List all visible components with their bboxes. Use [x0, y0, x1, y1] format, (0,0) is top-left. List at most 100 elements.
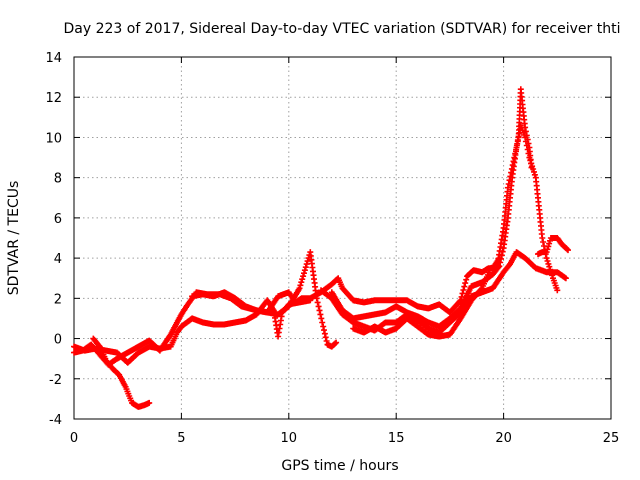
data-point: [406, 311, 408, 314]
x-axis-label: GPS time / hours: [281, 458, 398, 474]
data-point: [395, 299, 398, 302]
data-point: [511, 176, 513, 179]
data-point: [202, 321, 204, 324]
x-tick-label: 5: [177, 431, 185, 446]
data-point: [294, 301, 297, 304]
data-point: [530, 166, 533, 169]
data-point: [363, 331, 365, 334]
data-point: [384, 331, 387, 334]
data-point: [416, 319, 419, 322]
x-tick-labels: 0 5 10 15 20 25: [70, 431, 619, 446]
data-point: [459, 317, 462, 320]
data-point: [131, 402, 133, 404]
data-point: [449, 311, 451, 314]
data-point: [90, 343, 92, 346]
data-point: [384, 311, 387, 314]
data-point: [524, 257, 526, 259]
data-point: [406, 299, 408, 302]
data-point: [363, 301, 365, 304]
data-point: [502, 271, 505, 274]
data-point: [137, 345, 140, 348]
data-point: [277, 295, 279, 298]
data-point: [309, 251, 312, 253]
data-point: [565, 277, 567, 280]
data-point: [373, 329, 376, 332]
data-point: [298, 287, 301, 290]
data-point: [331, 291, 333, 294]
data-point: [524, 136, 526, 139]
data-point: [470, 299, 473, 302]
data-point: [335, 341, 337, 344]
y-tick-label: 2: [54, 292, 62, 307]
data-point: [144, 404, 146, 406]
data-point: [545, 257, 548, 259]
x-tick-label: 0: [70, 431, 78, 446]
data-series: [71, 86, 571, 410]
y-tick-label: -4: [49, 413, 62, 428]
data-point: [373, 299, 376, 302]
data-point: [126, 351, 129, 354]
data-point: [234, 297, 236, 300]
series-2: [90, 335, 153, 410]
data-point: [73, 345, 75, 348]
data-point: [373, 313, 376, 316]
data-point: [281, 311, 284, 314]
data-point: [449, 333, 451, 336]
data-point: [459, 307, 462, 310]
data-point: [427, 327, 430, 330]
y-tick-label: 12: [45, 91, 62, 106]
data-point: [352, 317, 355, 320]
data-point: [384, 299, 387, 302]
data-point: [481, 287, 483, 290]
data-point: [169, 345, 172, 348]
data-point: [507, 217, 509, 219]
data-point: [550, 237, 552, 239]
data-point: [502, 227, 505, 229]
data-point: [202, 293, 204, 296]
data-point: [148, 402, 150, 404]
data-point: [159, 347, 161, 350]
data-point: [489, 267, 492, 270]
data-point: [384, 321, 387, 324]
data-point: [245, 305, 247, 308]
series-3: [71, 297, 314, 366]
data-point: [83, 349, 86, 352]
data-point: [513, 156, 516, 159]
data-point: [373, 325, 376, 328]
data-point: [180, 313, 183, 316]
data-point: [520, 88, 522, 90]
data-point: [223, 323, 226, 326]
data-point: [567, 249, 569, 251]
data-point: [266, 311, 269, 314]
data-point: [245, 319, 247, 322]
data-point: [176, 331, 178, 334]
data-point: [535, 176, 537, 179]
y-tick-label: 14: [45, 51, 62, 66]
data-point: [449, 317, 451, 320]
data-point: [481, 271, 483, 274]
data-point: [507, 186, 509, 189]
axis-ticks: [73, 56, 612, 420]
data-point: [352, 299, 355, 302]
data-point: [459, 299, 462, 302]
data-point: [556, 237, 559, 239]
data-point: [466, 275, 468, 278]
data-point: [92, 337, 95, 340]
data-point: [111, 367, 114, 370]
data-point: [395, 305, 398, 308]
data-point: [322, 325, 325, 328]
data-point: [545, 251, 548, 253]
data-point: [116, 351, 118, 354]
data-point: [438, 335, 441, 338]
data-point: [223, 291, 226, 294]
data-point: [535, 267, 537, 270]
y-axis-label: SDTVAR / TECUs: [6, 181, 22, 296]
series-4: [189, 255, 503, 316]
x-tick-label: 10: [281, 431, 298, 446]
data-point: [496, 265, 499, 268]
data-point: [537, 253, 539, 255]
data-point: [255, 313, 258, 316]
data-point: [105, 349, 107, 352]
data-point: [148, 345, 150, 348]
